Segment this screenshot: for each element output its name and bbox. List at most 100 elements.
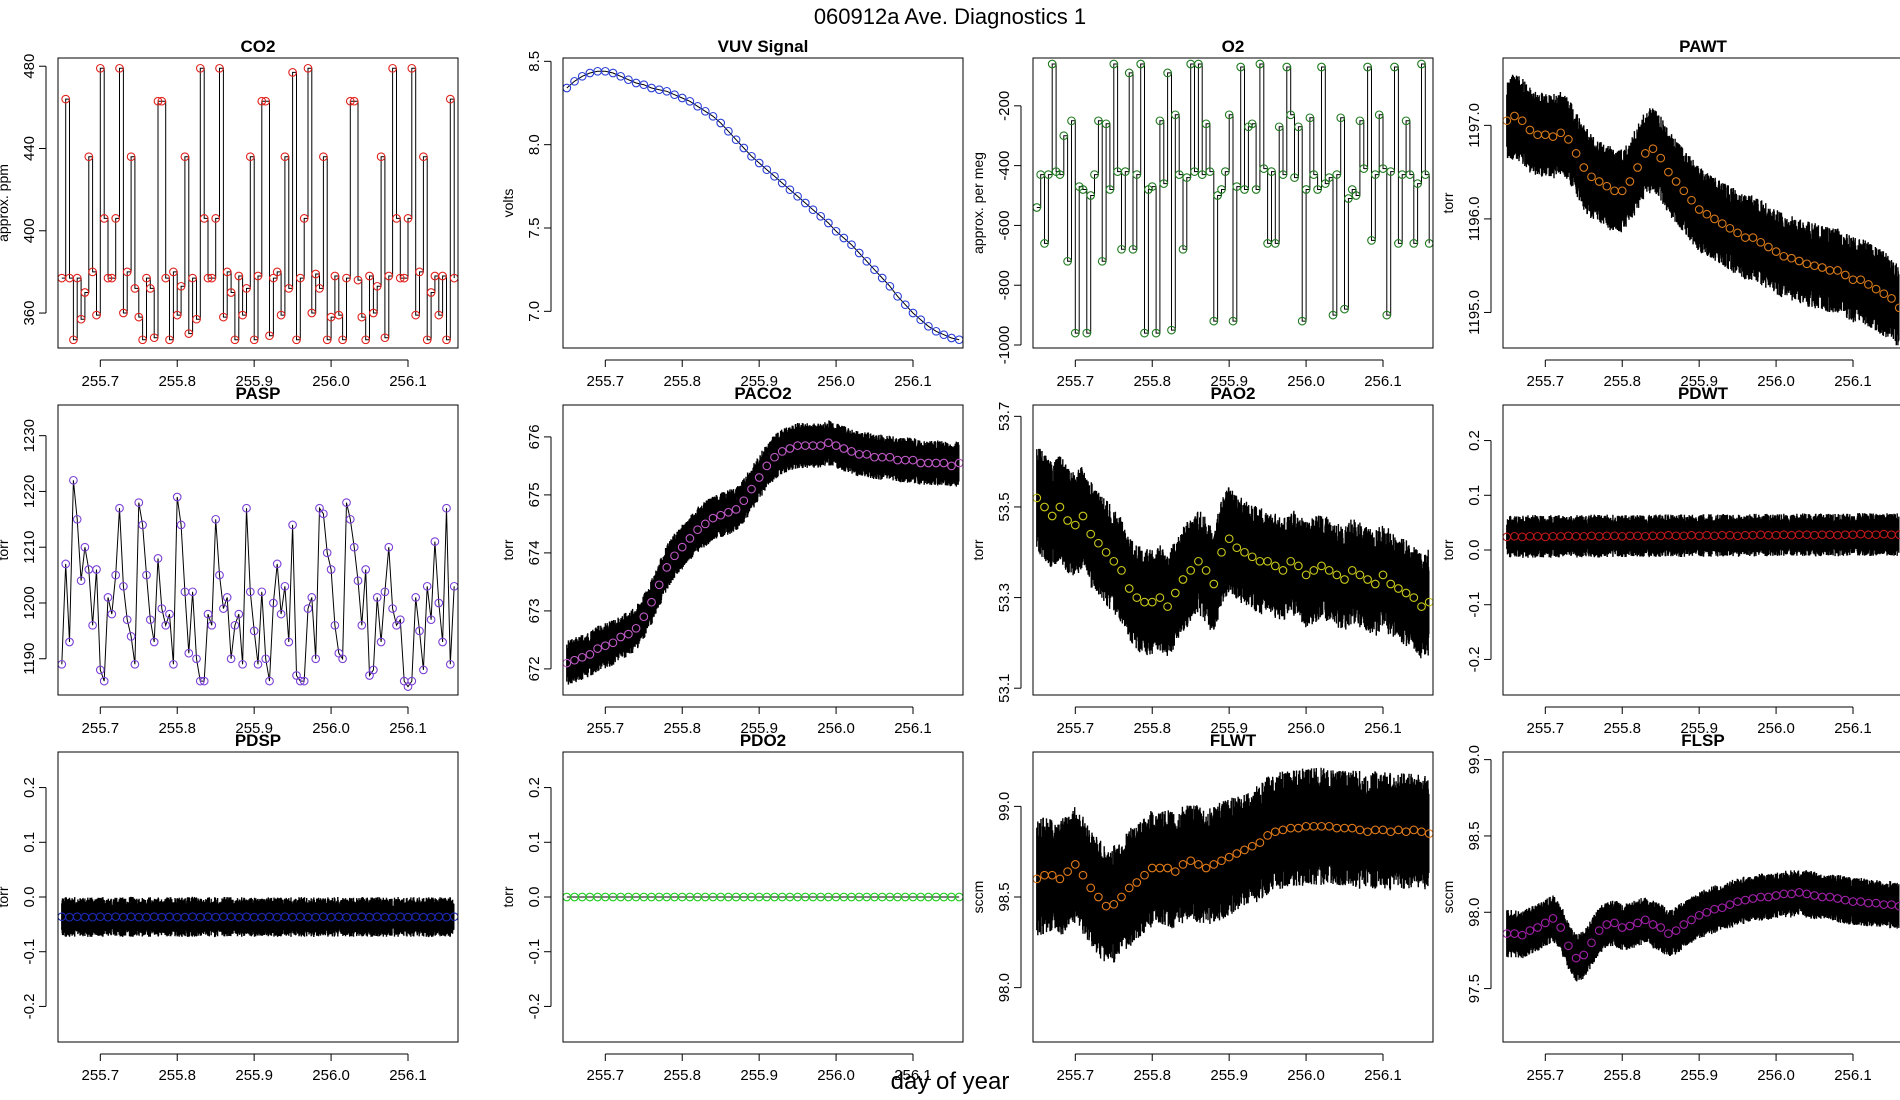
data-point (384, 271, 394, 281)
data-point (1764, 242, 1773, 252)
data-point (126, 152, 136, 162)
y-tick-label: 8.5 (526, 51, 543, 72)
data-point (422, 581, 432, 591)
data-point (438, 271, 447, 281)
data-point (249, 335, 259, 345)
data-point (739, 143, 749, 153)
x-tick-label: 255.9 (235, 720, 273, 737)
x-tick-label: 255.7 (1527, 373, 1565, 390)
data-point (199, 676, 209, 686)
data-point (1251, 185, 1261, 194)
x-tick-label: 256.0 (817, 720, 855, 737)
data-point (157, 604, 167, 613)
data-point (1140, 328, 1149, 338)
data-point (1587, 172, 1596, 182)
data-point (1687, 915, 1696, 925)
y-axis: 53.1 53.3 53.5 53.7 (996, 402, 1022, 703)
data-point (195, 63, 205, 73)
data-point (149, 637, 159, 647)
data-point (284, 284, 294, 293)
x-tick-label: 255.8 (1603, 720, 1641, 737)
plot-frame (1502, 751, 1900, 1043)
data-point (1278, 566, 1288, 575)
data-point (238, 310, 247, 320)
data-point (92, 565, 101, 574)
data-point (1370, 579, 1380, 589)
data-point (670, 551, 679, 561)
plot-frame (57, 404, 459, 696)
data-point (349, 96, 359, 106)
data-point (1656, 153, 1666, 163)
data-point (1856, 275, 1866, 285)
data-point (211, 514, 221, 524)
x-tick-label: 255.7 (1057, 373, 1095, 390)
panel-co2: CO2 approx. ppm 255.7 255.8 255.9 256.0 256.1 3… (0, 37, 459, 390)
panel-vuv-signal: VUV Signal volts 255.7 255.8 255.9 256.0 256.1… (500, 37, 964, 390)
data-point (449, 273, 458, 283)
data-point (142, 273, 151, 283)
data-point (345, 96, 355, 106)
data-point (1082, 328, 1092, 338)
data-point (1070, 328, 1080, 338)
x-tick-label: 256.0 (1287, 720, 1325, 737)
data-point (1094, 892, 1103, 902)
data-point (1282, 62, 1292, 72)
panel-title: PAWT (1679, 37, 1727, 56)
panel-title: FLSP (1681, 731, 1724, 750)
data-point (261, 96, 271, 106)
data-point (1401, 116, 1411, 126)
plot-frame (562, 57, 964, 349)
data-point (900, 300, 910, 310)
y-axis-label: torr (0, 539, 11, 560)
data-point (1094, 538, 1103, 548)
data-point (1525, 125, 1535, 135)
data-point (1309, 566, 1319, 575)
x-axis: 255.7 255.8 255.9 256.0 256.1 (82, 1053, 427, 1084)
x-axis: 255.7 255.8 255.9 256.0 256.1 (1527, 706, 1872, 737)
data-point (372, 593, 382, 602)
data-point (422, 335, 432, 345)
data-point (570, 655, 579, 665)
data-point (130, 284, 140, 293)
data-point (72, 273, 82, 283)
y-tick-label: 0.1 (526, 832, 543, 853)
x-tick-label: 256.0 (1757, 720, 1795, 737)
x-tick-label: 255.9 (235, 373, 273, 390)
data-point (265, 676, 274, 686)
data-point (165, 609, 174, 619)
y-tick-label: -400 (996, 151, 1013, 181)
x-tick-label: 256.1 (1834, 720, 1872, 737)
plot-frame (562, 404, 964, 696)
data-point (1725, 900, 1735, 909)
x-tick-label: 256.1 (389, 720, 427, 737)
data-point (847, 240, 856, 250)
data-point (103, 593, 113, 602)
data-point (839, 444, 849, 453)
data-point (624, 75, 633, 85)
data-point (322, 335, 332, 345)
data-point (272, 267, 282, 277)
x-tick-label: 255.8 (1133, 720, 1171, 737)
y-tick-label: 1196.0 (1466, 197, 1483, 242)
x-tick-label: 256.0 (1757, 373, 1795, 390)
data-point (161, 620, 171, 630)
data-point (1240, 547, 1249, 557)
data-point (203, 609, 213, 619)
data-point (754, 473, 764, 482)
y-tick-label: 98.5 (1466, 821, 1483, 850)
data-point (445, 94, 455, 104)
data-point (1194, 59, 1203, 69)
data-point (430, 537, 440, 546)
data-point (770, 171, 779, 181)
data-point (253, 271, 263, 281)
plot-area (1033, 767, 1433, 963)
x-tick-label: 256.1 (1364, 720, 1402, 737)
data-point (1328, 310, 1338, 320)
data-point (1078, 511, 1088, 521)
plot-frame (562, 751, 964, 1043)
data-point (1733, 228, 1742, 238)
data-point (1224, 534, 1234, 544)
data-point (395, 615, 405, 625)
data-point (361, 335, 371, 345)
